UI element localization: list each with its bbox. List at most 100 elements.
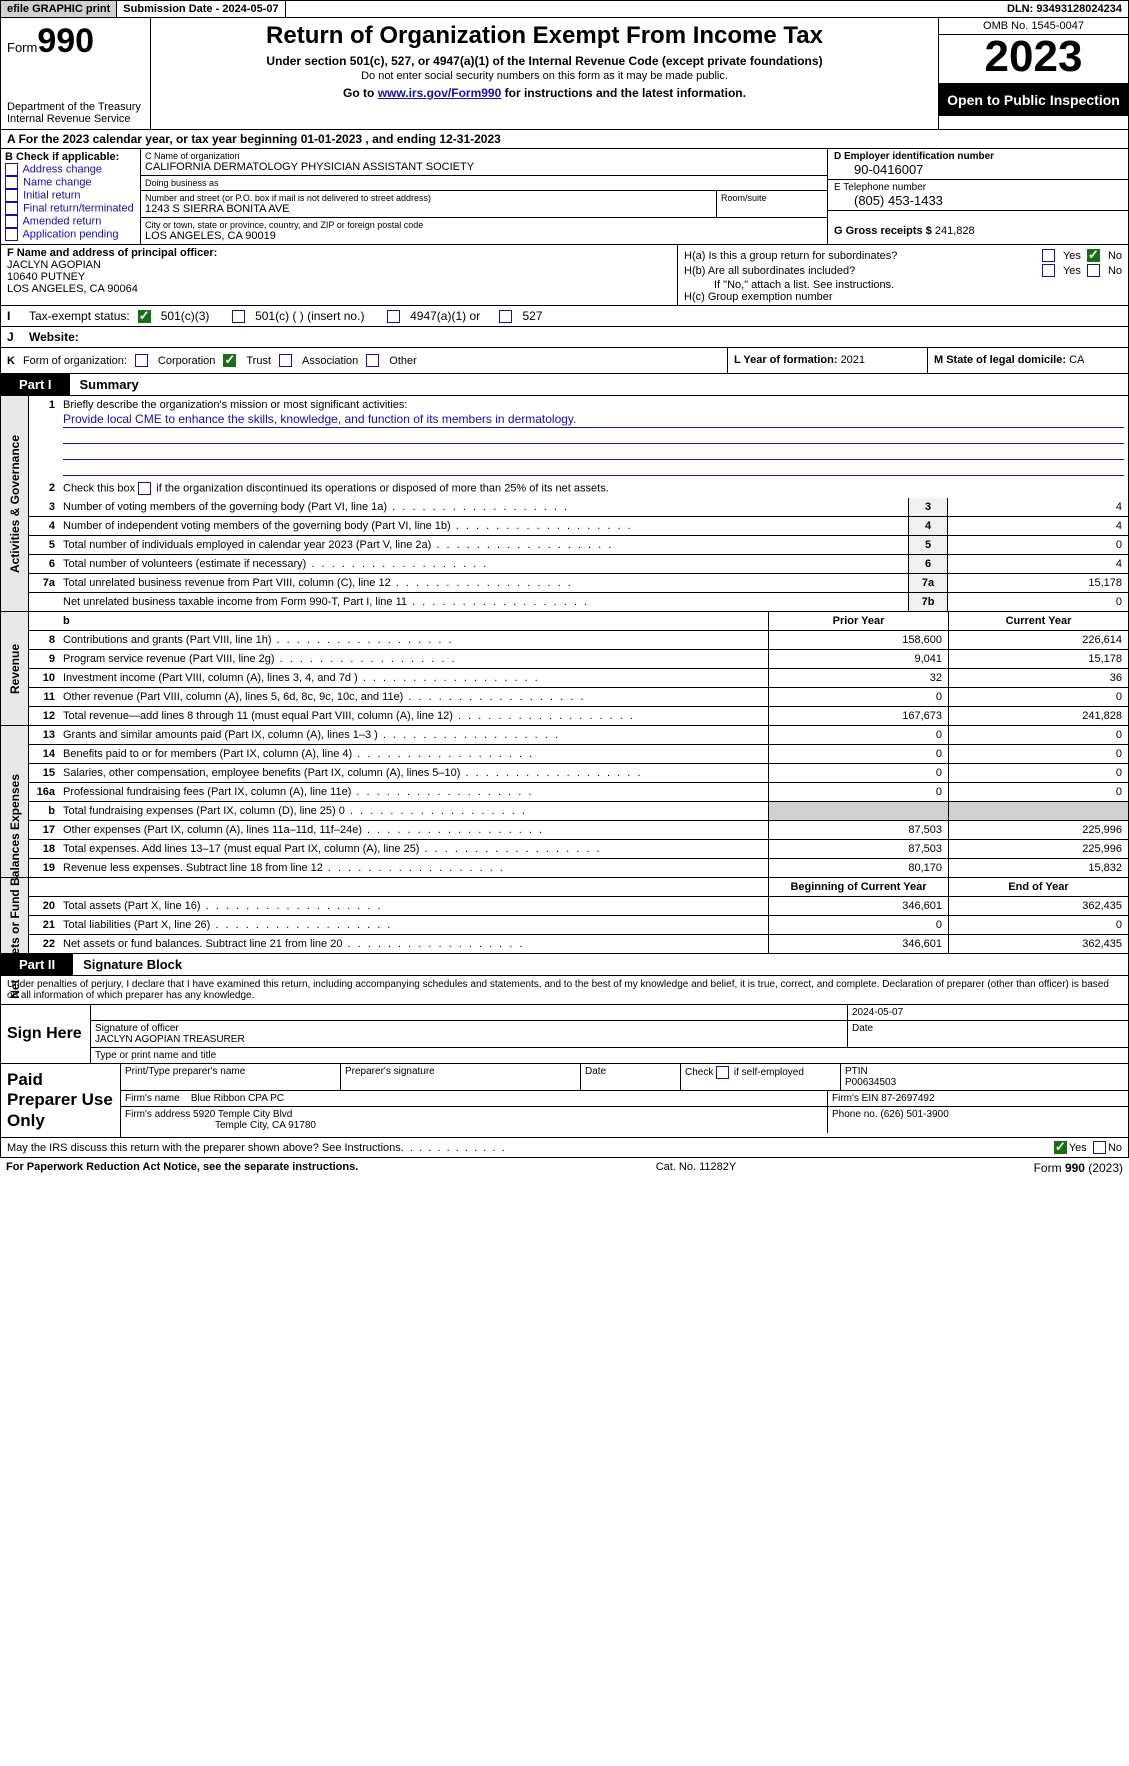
- org-name-cell: C Name of organization CALIFORNIA DERMAT…: [141, 149, 827, 176]
- section-fh: F Name and address of principal officer:…: [0, 245, 1129, 306]
- yes-label: Yes: [1063, 250, 1081, 262]
- section-governance: Activities & Governance 1 Briefly descri…: [0, 396, 1129, 612]
- part2-title: Signature Block: [73, 954, 192, 975]
- chk-address-change[interactable]: Address change: [5, 163, 136, 176]
- chk-app-pending[interactable]: Application pending: [5, 228, 136, 241]
- gross-label: G Gross receipts $: [834, 225, 935, 237]
- footer-pra: For Paperwork Reduction Act Notice, see …: [6, 1161, 358, 1175]
- checkbox-icon[interactable]: [1042, 264, 1055, 277]
- chk-amended-return[interactable]: Amended return: [5, 215, 136, 228]
- a-mid: , and ending: [362, 132, 439, 146]
- phone-label: E Telephone number: [834, 182, 1122, 193]
- footer-form: Form 990 (2023): [1034, 1161, 1123, 1175]
- summary-row: 19Revenue less expenses. Subtract line 1…: [29, 859, 1128, 877]
- signature-block: Under penalties of perjury, I declare th…: [0, 976, 1129, 1064]
- summary-row: 15Salaries, other compensation, employee…: [29, 764, 1128, 783]
- sig-officer-label: Signature of officer: [95, 1023, 843, 1034]
- ptin-cell: PTIN P00634503: [841, 1064, 1128, 1090]
- k-label: Form of organization:: [23, 355, 127, 367]
- prep-name-label: Print/Type preparer's name: [121, 1064, 341, 1090]
- sign-here-row: Sign Here 2024-05-07 Signature of office…: [1, 1004, 1128, 1063]
- sign-here-label: Sign Here: [1, 1005, 91, 1063]
- ein-label: D Employer identification number: [834, 151, 1122, 162]
- checkbox-icon[interactable]: [387, 310, 400, 323]
- vlabel-netassets: Net Assets or Fund Balances: [1, 878, 29, 953]
- line-i: I Tax-exempt status: 501(c)(3) 501(c) ( …: [0, 306, 1129, 327]
- checkbox-icon: [5, 189, 18, 202]
- checkbox-icon[interactable]: [223, 354, 236, 367]
- opt-501c3: 501(c)(3): [161, 309, 210, 323]
- gross-cell: G Gross receipts $ 241,828: [828, 211, 1128, 244]
- form-prefix: Form: [7, 40, 37, 55]
- goto-link[interactable]: www.irs.gov/Form990: [378, 86, 502, 100]
- officer-name: JACLYN AGOPIAN: [7, 259, 101, 271]
- summary-row: 8Contributions and grants (Part VIII, li…: [29, 631, 1128, 650]
- header-right: OMB No. 1545-0047 2023 Open to Public In…: [938, 18, 1128, 129]
- sig-type-row: Type or print name and title: [91, 1048, 1128, 1063]
- checkbox-icon[interactable]: [716, 1066, 729, 1079]
- l2-text: Check this box Check this box if the org…: [59, 479, 1128, 498]
- sig-right: 2024-05-07 Signature of officer JACLYN A…: [91, 1005, 1128, 1063]
- addr-value: 1243 S SIERRA BONITA AVE: [145, 203, 712, 215]
- sig-date-row: 2024-05-07: [91, 1005, 1128, 1021]
- bcy-header: Beginning of Current Year: [768, 878, 948, 896]
- part2-bar: Part II Signature Block: [0, 954, 1129, 976]
- col-c: C Name of organization CALIFORNIA DERMAT…: [141, 149, 828, 244]
- firm-phone-cell: Phone no. (626) 501-3900: [828, 1107, 1128, 1133]
- checkbox-icon[interactable]: [138, 482, 151, 495]
- chk-name-change[interactable]: Name change: [5, 176, 136, 189]
- goto-post: for instructions and the latest informat…: [501, 86, 746, 100]
- dept-label: Department of the Treasury Internal Reve…: [7, 101, 144, 125]
- checkbox-icon[interactable]: [1087, 264, 1100, 277]
- hb-label: H(b) Are all subordinates included?: [684, 265, 1036, 277]
- checkbox-icon[interactable]: [1054, 1141, 1067, 1154]
- rev-body: b Prior Year Current Year 8Contributions…: [29, 612, 1128, 725]
- firm-name: Blue Ribbon CPA PC: [191, 1093, 284, 1104]
- sig-officer-name: JACLYN AGOPIAN TREASURER: [95, 1034, 843, 1045]
- checkbox-icon[interactable]: [366, 354, 379, 367]
- vlabel-revenue: Revenue: [1, 612, 29, 725]
- checkbox-icon[interactable]: [232, 310, 245, 323]
- line-j: J Website:: [0, 327, 1129, 348]
- sig-officer-row: Signature of officer JACLYN AGOPIAN TREA…: [91, 1021, 1128, 1048]
- checkbox-icon[interactable]: [135, 354, 148, 367]
- gross-value: 241,828: [935, 225, 975, 237]
- checkbox-icon[interactable]: [1093, 1141, 1106, 1154]
- city-label: City or town, state or province, country…: [145, 220, 823, 230]
- line-l: L Year of formation: 2021: [728, 348, 928, 373]
- form-num: 990: [37, 22, 94, 60]
- py-header: Prior Year: [768, 612, 948, 630]
- summary-row: 20Total assets (Part X, line 16)346,6013…: [29, 897, 1128, 916]
- checkbox-icon[interactable]: [279, 354, 292, 367]
- chk-initial-return[interactable]: Initial return: [5, 189, 136, 202]
- dln-value: 93493128024234: [1036, 3, 1122, 15]
- summary-row: 12Total revenue—add lines 8 through 11 (…: [29, 707, 1128, 725]
- checkbox-icon[interactable]: [499, 310, 512, 323]
- summary-row: 21Total liabilities (Part X, line 26)00: [29, 916, 1128, 935]
- checkbox-icon[interactable]: [1042, 249, 1055, 262]
- mission-text: Provide local CME to enhance the skills,…: [63, 411, 1124, 428]
- city-cell: City or town, state or province, country…: [141, 218, 827, 244]
- form-header: Form990 Department of the Treasury Inter…: [0, 18, 1129, 130]
- prep-row1: Print/Type preparer's name Preparer's si…: [121, 1064, 1128, 1091]
- efile-button[interactable]: efile GRAPHIC print: [1, 1, 117, 17]
- prep-row2: Firm's name Blue Ribbon CPA PC Firm's EI…: [121, 1091, 1128, 1107]
- yes-label: Yes: [1069, 1142, 1087, 1154]
- form-title: Return of Organization Exempt From Incom…: [159, 22, 930, 50]
- chk-final-return[interactable]: Final return/terminated: [5, 202, 136, 215]
- checkbox-icon[interactable]: [138, 310, 151, 323]
- prep-row3: Firm's address 5920 Temple City Blvd Tem…: [121, 1107, 1128, 1133]
- checkbox-icon[interactable]: [1087, 249, 1100, 262]
- firm-label: Firm's name: [125, 1093, 182, 1104]
- opt-assoc: Association: [302, 355, 358, 367]
- city-value: LOS ANGELES, CA 90019: [145, 230, 823, 242]
- dln: DLN: 93493128024234: [1001, 1, 1128, 17]
- j-label: Website:: [29, 330, 79, 344]
- line-1: 1 Briefly describe the organization's mi…: [29, 396, 1128, 479]
- ptin-value: P00634503: [845, 1077, 1124, 1088]
- sig-type-label: Type or print name and title: [91, 1048, 1128, 1063]
- summary-row: 7aTotal unrelated business revenue from …: [29, 574, 1128, 593]
- col-h: H(a) Is this a group return for subordin…: [678, 245, 1128, 305]
- prep-date-label: Date: [581, 1064, 681, 1090]
- section-expenses: Expenses 13Grants and similar amounts pa…: [0, 726, 1129, 878]
